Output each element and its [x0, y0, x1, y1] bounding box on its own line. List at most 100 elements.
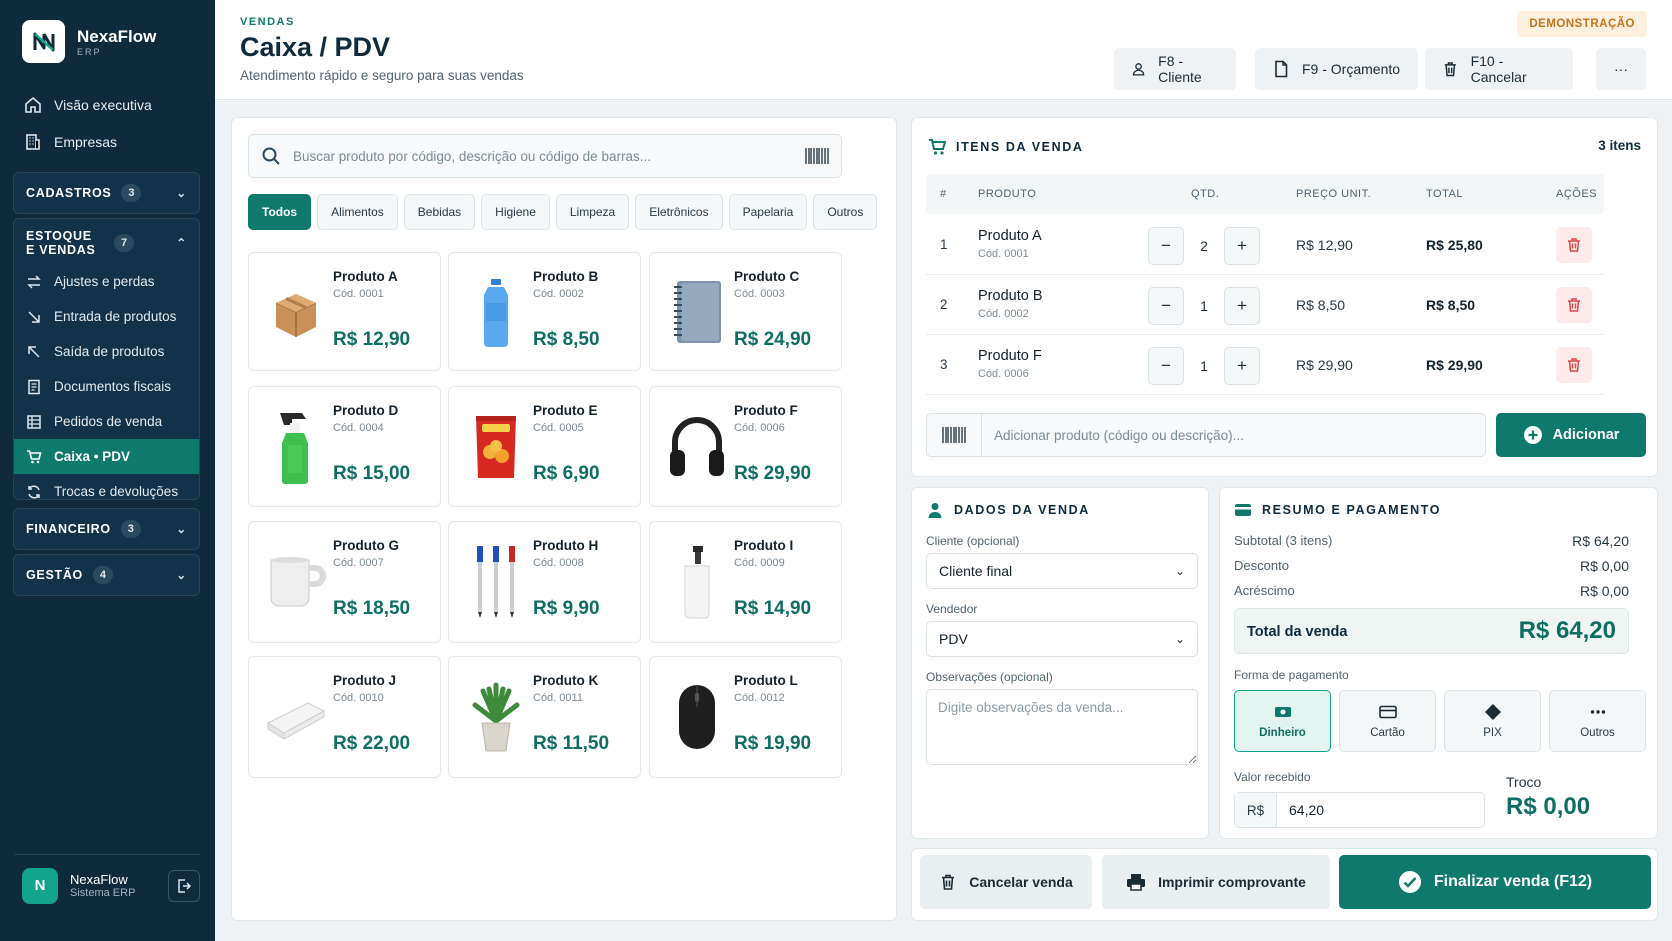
- delete-item-button[interactable]: [1556, 287, 1592, 323]
- payment-method-pix[interactable]: PIX: [1444, 690, 1541, 752]
- product-card[interactable]: Produto H Cód. 0008 R$ 9,90: [448, 521, 641, 643]
- nav-group-gestao[interactable]: GESTÃO 4 ⌄: [13, 554, 200, 596]
- category-outros[interactable]: Outros: [813, 194, 878, 230]
- add-product-label: Adicionar: [1552, 427, 1620, 443]
- nav-item-documentos-fiscais[interactable]: Documentos fiscais: [14, 369, 199, 404]
- decrease-button[interactable]: −: [1148, 287, 1184, 325]
- increase-button[interactable]: +: [1224, 287, 1260, 325]
- list-icon: [27, 414, 41, 429]
- sale-items-panel: ITENS DA VENDA 3 itens # PRODUTO QTD. PR…: [911, 117, 1658, 477]
- decrease-button[interactable]: −: [1148, 347, 1184, 385]
- nav-item-caixa-pdv[interactable]: Caixa • PDV: [14, 439, 199, 474]
- product-name: Produto L: [734, 673, 798, 688]
- product-card[interactable]: Produto G Cód. 0007 R$ 18,50: [248, 521, 441, 643]
- avatar[interactable]: N: [22, 867, 58, 904]
- column-header: QTD.: [1191, 188, 1220, 200]
- group-header[interactable]: CADASTROS 3 ⌄: [14, 173, 199, 213]
- quantity-stepper: − 1 +: [1148, 287, 1260, 325]
- category-limpeza[interactable]: Limpeza: [555, 194, 630, 230]
- add-product-button[interactable]: Adicionar: [1496, 413, 1646, 457]
- nav-group-cadastros[interactable]: CADASTROS 3 ⌄: [13, 172, 200, 214]
- client-select[interactable]: Cliente final ⌄: [926, 553, 1198, 589]
- barcode-icon[interactable]: [805, 147, 829, 165]
- more-options-button[interactable]: ···: [1596, 48, 1646, 90]
- quantity-value[interactable]: 1: [1200, 298, 1208, 314]
- brand-sub: ERP: [77, 46, 102, 57]
- category-higiene[interactable]: Higiene: [481, 194, 550, 230]
- product-card[interactable]: Produto I Cód. 0009 R$ 14,90: [649, 521, 842, 643]
- search-input[interactable]: [293, 148, 793, 164]
- finish-sale-label: Finalizar venda (F12): [1433, 873, 1593, 890]
- add-product-input[interactable]: [982, 427, 1485, 443]
- product-price: R$ 19,90: [734, 733, 812, 754]
- group-header[interactable]: GESTÃO 4 ⌄: [14, 555, 199, 595]
- logout-button[interactable]: [168, 869, 200, 902]
- chevron-down-icon: ⌄: [176, 186, 187, 200]
- nav-item-ajustes-perdas[interactable]: Ajustes e perdas: [14, 264, 199, 299]
- increase-button[interactable]: +: [1224, 227, 1260, 265]
- product-card[interactable]: Produto B Cód. 0002 R$ 8,50: [448, 252, 641, 371]
- seller-select[interactable]: PDV ⌄: [926, 621, 1198, 657]
- cancel-sale-button[interactable]: Cancelar venda: [920, 855, 1092, 909]
- nav-item-saida-produtos[interactable]: Saída de produtos: [14, 334, 199, 369]
- received-input[interactable]: [1277, 802, 1484, 818]
- increase-button[interactable]: +: [1224, 347, 1260, 385]
- product-card[interactable]: Produto A Cód. 0001 R$ 12,90: [248, 252, 441, 371]
- product-card[interactable]: Produto K Cód. 0011 R$ 11,50: [448, 656, 641, 778]
- category-eletronicos[interactable]: Eletrônicos: [635, 194, 723, 230]
- decrease-button[interactable]: −: [1148, 227, 1184, 265]
- user-icon: [928, 503, 942, 518]
- category-alimentos[interactable]: Alimentos: [317, 194, 398, 230]
- group-header[interactable]: FINANCEIRO 3 ⌄: [14, 509, 199, 549]
- product-code: Cód. 0004: [333, 422, 384, 434]
- group-label: CADASTROS: [26, 186, 112, 200]
- payment-method-cartao[interactable]: Cartão: [1339, 690, 1436, 752]
- search-icon: [262, 147, 280, 165]
- group-label: GESTÃO: [26, 568, 83, 582]
- barcode-icon[interactable]: [927, 414, 982, 456]
- nav-item-empresas[interactable]: Empresas: [14, 125, 199, 159]
- table-row: 2 Produto B Cód. 0002 − 1 + R$ 8,50 R$ 8…: [926, 275, 1604, 335]
- category-papelaria[interactable]: Papelaria: [728, 194, 808, 230]
- nav-item-trocas-devolucoes[interactable]: Trocas e devoluções: [14, 474, 199, 509]
- print-receipt-button[interactable]: Imprimir comprovante: [1102, 855, 1330, 909]
- column-header: AÇÕES: [1556, 188, 1598, 200]
- product-search[interactable]: [248, 134, 842, 178]
- delete-item-button[interactable]: [1556, 227, 1592, 263]
- client-button[interactable]: F8 - Cliente: [1114, 48, 1236, 90]
- nav-group-estoque-vendas[interactable]: ESTOQUE E VENDAS 7 ⌃ Ajustes e perdas En…: [13, 218, 200, 500]
- group-header[interactable]: ESTOQUE E VENDAS 7 ⌃: [14, 219, 199, 267]
- product-card[interactable]: Produto D Cód. 0004 R$ 15,00: [248, 386, 441, 507]
- product-name: Produto I: [734, 538, 794, 553]
- quantity-value[interactable]: 2: [1200, 238, 1208, 254]
- received-field[interactable]: R$: [1234, 792, 1485, 828]
- delete-item-button[interactable]: [1556, 347, 1592, 383]
- user-role: Sistema ERP: [70, 887, 136, 899]
- category-todos[interactable]: Todos: [248, 194, 312, 230]
- product-card[interactable]: Produto E Cód. 0005 R$ 6,90: [448, 386, 641, 507]
- cancel-header-button[interactable]: F10 - Cancelar: [1425, 48, 1573, 90]
- finish-sale-button[interactable]: Finalizar venda (F12): [1339, 855, 1651, 909]
- payment-method-outros[interactable]: Outros: [1549, 690, 1646, 752]
- nav-item-pedidos-venda[interactable]: Pedidos de venda: [14, 404, 199, 439]
- quote-button[interactable]: F9 - Orçamento: [1255, 48, 1418, 90]
- add-product-field[interactable]: [926, 413, 1486, 457]
- nav-item-entrada-produtos[interactable]: Entrada de produtos: [14, 299, 199, 334]
- brand[interactable]: NexaFlow ERP: [22, 20, 156, 63]
- brand-name: NexaFlow: [77, 26, 157, 46]
- quantity-value[interactable]: 1: [1200, 358, 1208, 374]
- nav-group-financeiro[interactable]: FINANCEIRO 3 ⌄: [13, 508, 200, 550]
- payment-method-dinheiro[interactable]: Dinheiro: [1234, 690, 1331, 752]
- product-card[interactable]: Produto F Cód. 0006 R$ 29,90: [649, 386, 842, 507]
- breadcrumb[interactable]: VENDAS: [240, 16, 295, 28]
- section-title: RESUMO E PAGAMENTO: [1234, 501, 1441, 519]
- category-bebidas[interactable]: Bebidas: [403, 194, 476, 230]
- notes-field[interactable]: [926, 689, 1198, 765]
- product-card[interactable]: Produto J Cód. 0010 R$ 22,00: [248, 656, 441, 778]
- mug-icon: [261, 542, 331, 622]
- product-card[interactable]: Produto L Cód. 0012 R$ 19,90: [649, 656, 842, 778]
- product-card[interactable]: Produto C Cód. 0003 R$ 24,90: [649, 252, 842, 371]
- product-name: Produto J: [333, 673, 396, 688]
- nav-item-visao-executiva[interactable]: Visão executiva: [14, 88, 199, 122]
- count-badge: 3: [121, 184, 142, 202]
